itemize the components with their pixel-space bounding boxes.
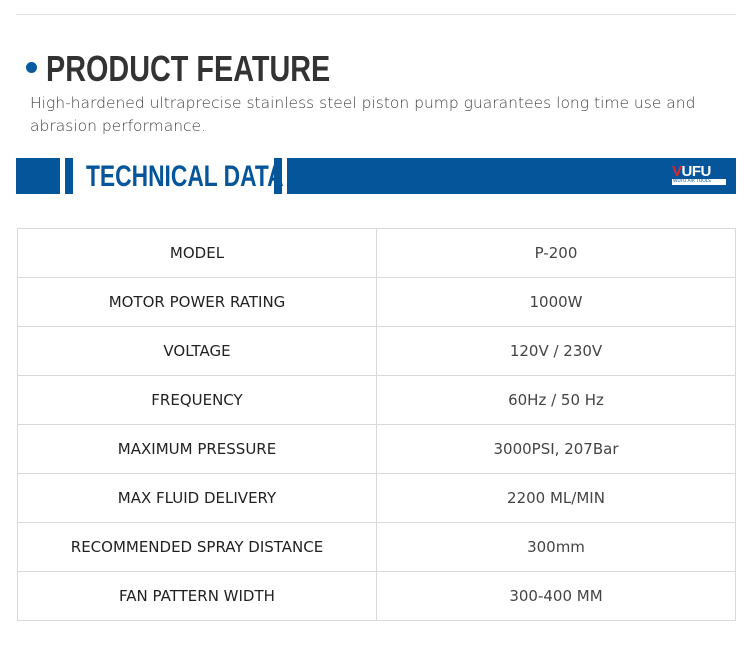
banner-block-right (287, 158, 736, 194)
spec-label: VOLTAGE (17, 326, 377, 376)
spec-value: 1000W (376, 277, 736, 327)
spec-value: 3000PSI, 207Bar (376, 424, 736, 474)
spec-label: FREQUENCY (17, 375, 377, 425)
table-row: MAXIMUM PRESSURE 3000PSI, 207Bar (17, 424, 736, 474)
logo-subtitle: WUFU AIR TOOLS (672, 179, 726, 185)
spec-label: RECOMMENDED SPRAY DISTANCE (17, 522, 377, 572)
spec-value: P-200 (376, 228, 736, 278)
wufu-logo: VUFU WUFU AIR TOOLS (672, 164, 726, 188)
table-row: MODEL P-200 (17, 228, 736, 278)
section-description: High-hardened ultraprecise stainless ste… (30, 94, 696, 135)
spec-value: 300mm (376, 522, 736, 572)
spec-value: 120V / 230V (376, 326, 736, 376)
table-row: MOTOR POWER RATING 1000W (17, 277, 736, 327)
spec-value: 2200 ML/MIN (376, 473, 736, 523)
spec-value: 300-400 MM (376, 571, 736, 621)
table-row: FREQUENCY 60Hz / 50 Hz (17, 375, 736, 425)
spec-table: MODEL P-200 MOTOR POWER RATING 1000W VOLTAGE… (17, 228, 736, 621)
logo-mark: VUFU (672, 163, 711, 180)
spec-label: MOTOR POWER RATING (17, 277, 377, 327)
section-title: PRODUCT FEATURE (46, 48, 331, 89)
divider (16, 14, 736, 15)
bullet-icon (26, 62, 37, 73)
spec-label: MAXIMUM PRESSURE (17, 424, 377, 474)
spec-value: 60Hz / 50 Hz (376, 375, 736, 425)
table-row: FAN PATTERN WIDTH 300-400 MM (17, 571, 736, 621)
table-row: RECOMMENDED SPRAY DISTANCE 300mm (17, 522, 736, 572)
banner-stripe (65, 158, 73, 194)
spec-label: MAX FLUID DELIVERY (17, 473, 377, 523)
spec-label: FAN PATTERN WIDTH (17, 571, 377, 621)
table-row: MAX FLUID DELIVERY 2200 ML/MIN (17, 473, 736, 523)
table-row: VOLTAGE 120V / 230V (17, 326, 736, 376)
banner-title: TECHNICAL DATA (86, 160, 284, 193)
banner-stripe (274, 158, 282, 194)
banner-block-left (16, 158, 60, 194)
spec-label: MODEL (17, 228, 377, 278)
